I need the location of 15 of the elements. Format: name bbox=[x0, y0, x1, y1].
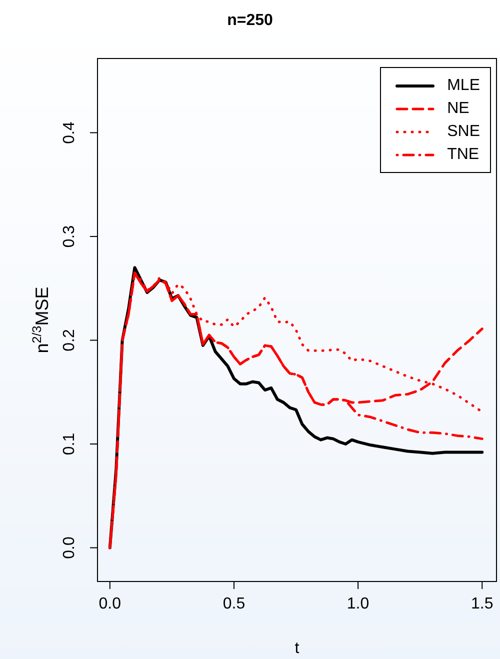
x-tick-label: 0.0 bbox=[98, 595, 122, 612]
y-tick-label: 0.3 bbox=[61, 225, 78, 248]
x-axis-title: t bbox=[294, 640, 300, 657]
x-tick-label: 0.5 bbox=[222, 595, 246, 612]
legend-label: SNE bbox=[447, 122, 480, 140]
legend-label: NE bbox=[447, 100, 470, 118]
y-tick-label: 0.0 bbox=[61, 536, 78, 559]
legend-label: MLE bbox=[447, 76, 480, 94]
y-tick-label: 0.4 bbox=[61, 121, 78, 144]
y-tick-label: 0.2 bbox=[61, 329, 78, 352]
x-tick-label: 1.5 bbox=[470, 595, 494, 612]
y-tick-label: 0.1 bbox=[61, 432, 78, 456]
chart-title: n=250 bbox=[226, 12, 274, 30]
legend-label: TNE bbox=[447, 146, 480, 164]
x-tick-label: 1.0 bbox=[346, 595, 370, 612]
